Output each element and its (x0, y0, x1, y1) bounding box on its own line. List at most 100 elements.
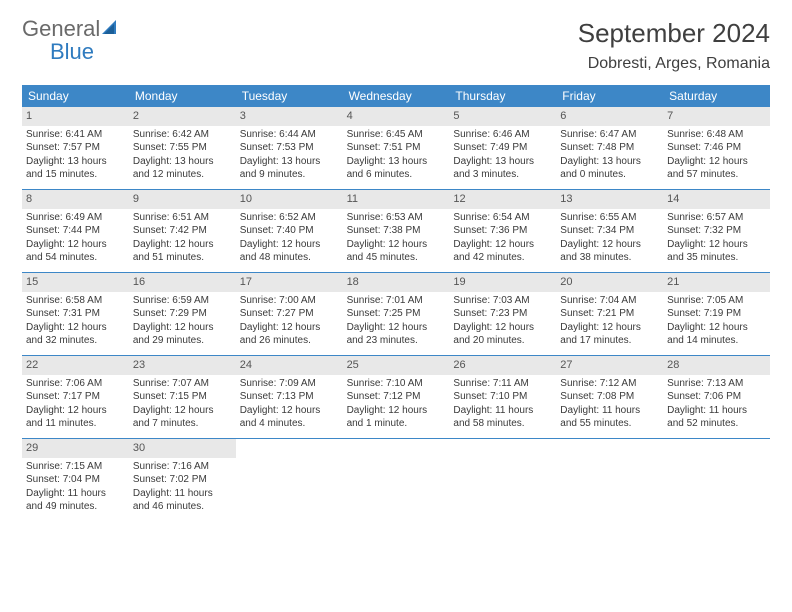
sunrise-line: Sunrise: 6:53 AM (347, 211, 446, 225)
sunrise-line: Sunrise: 6:46 AM (453, 128, 552, 142)
day-cell: 4Sunrise: 6:45 AMSunset: 7:51 PMDaylight… (343, 107, 450, 189)
day-details: Sunrise: 7:04 AMSunset: 7:21 PMDaylight:… (558, 294, 661, 348)
day-number: 30 (129, 439, 236, 458)
day-number: 17 (236, 273, 343, 292)
day-details: Sunrise: 7:03 AMSunset: 7:23 PMDaylight:… (451, 294, 554, 348)
sunrise-line: Sunrise: 6:47 AM (560, 128, 659, 142)
sunset-line: Sunset: 7:06 PM (667, 390, 766, 404)
sunrise-line: Sunrise: 7:07 AM (133, 377, 232, 391)
day-details: Sunrise: 7:11 AMSunset: 7:10 PMDaylight:… (451, 377, 554, 431)
sunrise-line: Sunrise: 7:13 AM (667, 377, 766, 391)
daylight-line: Daylight: 12 hours and 42 minutes. (453, 238, 552, 265)
day-number: 29 (22, 439, 129, 458)
day-number: 25 (343, 356, 450, 375)
sail-icon (102, 20, 122, 41)
day-cell: 16Sunrise: 6:59 AMSunset: 7:29 PMDayligh… (129, 273, 236, 355)
sunrise-line: Sunrise: 6:58 AM (26, 294, 125, 308)
sunset-line: Sunset: 7:25 PM (347, 307, 446, 321)
sunrise-line: Sunrise: 7:10 AM (347, 377, 446, 391)
day-cell: 29Sunrise: 7:15 AMSunset: 7:04 PMDayligh… (22, 439, 129, 521)
empty-cell (449, 439, 556, 521)
day-details: Sunrise: 6:52 AMSunset: 7:40 PMDaylight:… (238, 211, 341, 265)
day-number: 7 (663, 107, 770, 126)
day-cell: 15 Sunrise: 6:58 AMSunset: 7:31 PMDayligh… (22, 273, 129, 355)
day-number: 10 (236, 190, 343, 209)
day-number: 18 (343, 273, 450, 292)
sunrise-line: Sunrise: 7:06 AM (26, 377, 125, 391)
sunrise-line: Sunrise: 7:01 AM (347, 294, 446, 308)
day-cell: 18 Sunrise: 7:01 AMSunset: 7:25 PMDayligh… (343, 273, 450, 355)
day-details: Sunrise: 6:53 AMSunset: 7:38 PMDaylight:… (345, 211, 448, 265)
day-header-saturday: Saturday (663, 85, 770, 107)
daylight-line: Daylight: 12 hours and 48 minutes. (240, 238, 339, 265)
day-details: Sunrise: 7:06 AMSunset: 7:17 PMDaylight:… (24, 377, 127, 431)
day-cell: 6Sunrise: 6:47 AMSunset: 7:48 PMDaylight… (556, 107, 663, 189)
sunrise-line: Sunrise: 6:51 AM (133, 211, 232, 225)
sunrise-line: Sunrise: 6:59 AM (133, 294, 232, 308)
sunrise-line: Sunrise: 6:49 AM (26, 211, 125, 225)
sunrise-line: Sunrise: 7:15 AM (26, 460, 125, 474)
day-cell: 22Sunrise: 7:06 AMSunset: 7:17 PMDayligh… (22, 356, 129, 438)
daylight-line: Daylight: 12 hours and 26 minutes. (240, 321, 339, 348)
day-number: 21 (663, 273, 770, 292)
sunset-line: Sunset: 7:44 PM (26, 224, 125, 238)
day-cell: 1Sunrise: 6:41 AMSunset: 7:57 PMDaylight… (22, 107, 129, 189)
day-number: 28 (663, 356, 770, 375)
month-title: September 2024 (578, 18, 770, 49)
day-details: Sunrise: 7:13 AMSunset: 7:06 PMDaylight:… (665, 377, 768, 431)
day-details: Sunrise: 6:49 AMSunset: 7:44 PMDaylight:… (24, 211, 127, 265)
day-number: 20 (556, 273, 663, 292)
brand-name-1: General (22, 16, 100, 41)
day-cell: 11Sunrise: 6:53 AMSunset: 7:38 PMDayligh… (343, 190, 450, 272)
day-header-sunday: Sunday (22, 85, 129, 107)
daylight-line: Daylight: 11 hours and 46 minutes. (133, 487, 232, 514)
day-details: Sunrise: 6:59 AMSunset: 7:29 PMDaylight:… (131, 294, 234, 348)
day-cell: 8Sunrise: 6:49 AMSunset: 7:44 PMDaylight… (22, 190, 129, 272)
sunrise-line: Sunrise: 7:11 AM (453, 377, 552, 391)
day-details: Sunrise: 6:44 AMSunset: 7:53 PMDaylight:… (238, 128, 341, 182)
daylight-line: Daylight: 12 hours and 35 minutes. (667, 238, 766, 265)
daylight-line: Daylight: 13 hours and 3 minutes. (453, 155, 552, 182)
day-number: 6 (556, 107, 663, 126)
week-row: 1Sunrise: 6:41 AMSunset: 7:57 PMDaylight… (22, 107, 770, 190)
day-details: Sunrise: 7:00 AMSunset: 7:27 PMDaylight:… (238, 294, 341, 348)
day-number: 1 (22, 107, 129, 126)
daylight-line: Daylight: 12 hours and 23 minutes. (347, 321, 446, 348)
day-number: 9 (129, 190, 236, 209)
sunrise-line: Sunrise: 7:12 AM (560, 377, 659, 391)
header: General Blue September 2024 Dobresti, Ar… (22, 18, 770, 73)
empty-cell (236, 439, 343, 521)
day-header-tuesday: Tuesday (236, 85, 343, 107)
sunset-line: Sunset: 7:19 PM (667, 307, 766, 321)
day-cell: 10 Sunrise: 6:52 AMSunset: 7:40 PMDayligh… (236, 190, 343, 272)
sunset-line: Sunset: 7:48 PM (560, 141, 659, 155)
daylight-line: Daylight: 12 hours and 54 minutes. (26, 238, 125, 265)
day-details: Sunrise: 7:16 AMSunset: 7:02 PMDaylight:… (131, 460, 234, 514)
day-number: 15 (22, 273, 129, 292)
sunrise-line: Sunrise: 6:45 AM (347, 128, 446, 142)
sunset-line: Sunset: 7:23 PM (453, 307, 552, 321)
sunset-line: Sunset: 7:46 PM (667, 141, 766, 155)
sunset-line: Sunset: 7:04 PM (26, 473, 125, 487)
day-number: 12 (449, 190, 556, 209)
day-number: 24 (236, 356, 343, 375)
day-details: Sunrise: 6:42 AMSunset: 7:55 PMDaylight:… (131, 128, 234, 182)
day-details: Sunrise: 7:10 AMSunset: 7:12 PMDaylight:… (345, 377, 448, 431)
daylight-line: Daylight: 12 hours and 45 minutes. (347, 238, 446, 265)
week-row: 22Sunrise: 7:06 AMSunset: 7:17 PMDayligh… (22, 356, 770, 439)
day-cell: 12Sunrise: 6:54 AMSunset: 7:36 PMDayligh… (449, 190, 556, 272)
sunset-line: Sunset: 7:51 PM (347, 141, 446, 155)
day-details: Sunrise: 7:09 AMSunset: 7:13 PMDaylight:… (238, 377, 341, 431)
daylight-line: Daylight: 11 hours and 58 minutes. (453, 404, 552, 431)
daylight-line: Daylight: 13 hours and 6 minutes. (347, 155, 446, 182)
brand-logo: General Blue (22, 18, 122, 64)
day-details: Sunrise: 6:51 AMSunset: 7:42 PMDaylight:… (131, 211, 234, 265)
sunset-line: Sunset: 7:49 PM (453, 141, 552, 155)
sunrise-line: Sunrise: 6:48 AM (667, 128, 766, 142)
day-cell: 19Sunrise: 7:03 AMSunset: 7:23 PMDayligh… (449, 273, 556, 355)
day-details: Sunrise: 6:58 AMSunset: 7:31 PMDaylight:… (24, 294, 127, 348)
daylight-line: Daylight: 12 hours and 4 minutes. (240, 404, 339, 431)
calendar-page: General Blue September 2024 Dobresti, Ar… (0, 0, 792, 539)
sunset-line: Sunset: 7:57 PM (26, 141, 125, 155)
sunset-line: Sunset: 7:32 PM (667, 224, 766, 238)
